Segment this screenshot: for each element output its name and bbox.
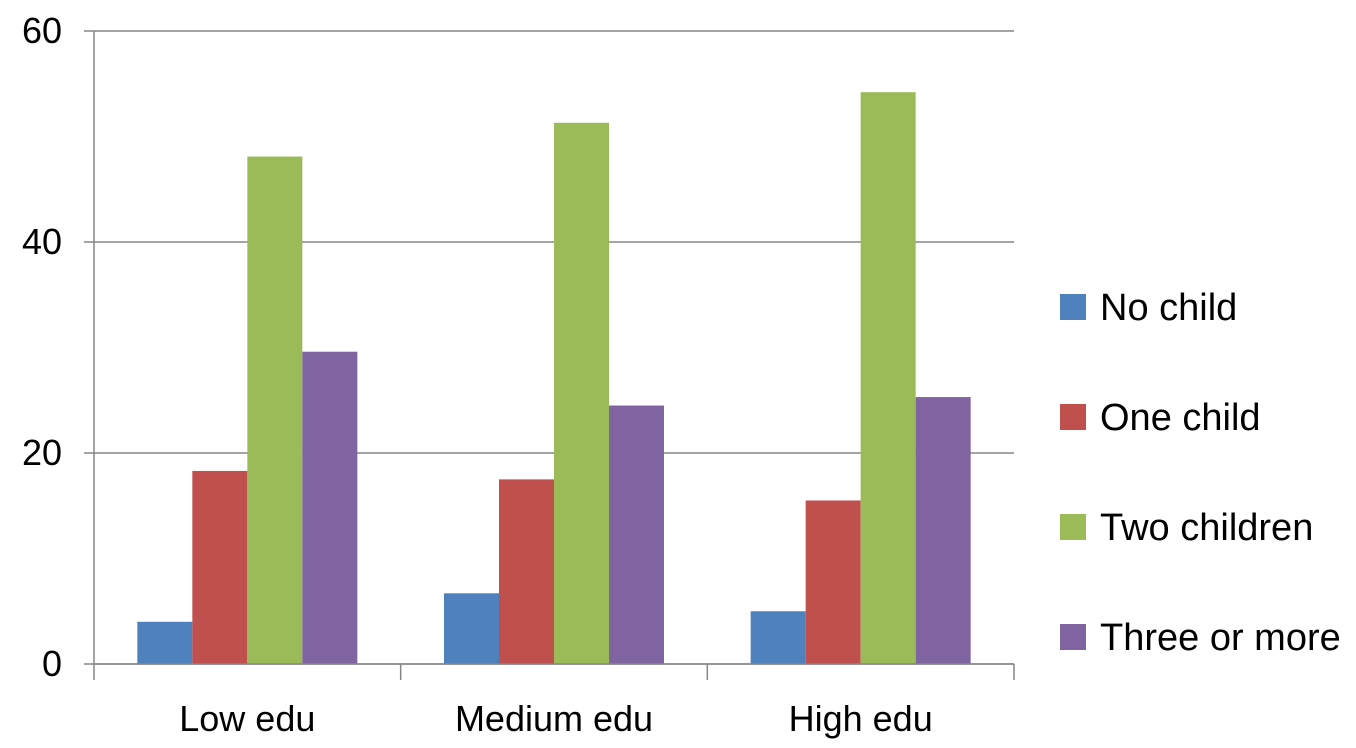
legend-label: Three or more (1100, 617, 1341, 659)
bar (192, 470, 248, 664)
y-tick-label: 40 (22, 221, 62, 262)
y-tick-label: 0 (42, 643, 62, 684)
y-axis-tick-labels: 0 20 40 60 (22, 10, 62, 684)
legend-item: Two children (1060, 500, 1356, 610)
legend-label: One child (1100, 397, 1261, 439)
x-axis (84, 30, 1015, 680)
legend-label: Two children (1100, 507, 1314, 549)
bar (137, 621, 193, 664)
bar (554, 122, 609, 664)
bar (750, 611, 806, 664)
x-category-label: High edu (789, 698, 933, 739)
bar (247, 156, 303, 665)
bar (302, 351, 358, 664)
legend-item: One child (1060, 390, 1356, 500)
bar (860, 92, 916, 664)
legend: No child One child Two children Three or mo… (1060, 280, 1356, 720)
legend-swatch (1060, 514, 1086, 540)
legend-swatch (1060, 404, 1086, 430)
legend-swatch (1060, 294, 1086, 320)
bar (805, 500, 861, 664)
legend-item: No child (1060, 280, 1356, 390)
bar (444, 593, 499, 664)
x-axis-category-labels: Low edu Medium edu High edu (179, 698, 932, 739)
x-category-label: Low edu (179, 698, 315, 739)
legend-item: Three or more (1060, 610, 1356, 720)
x-category-label: Medium edu (455, 698, 653, 739)
legend-swatch (1060, 624, 1086, 650)
legend-label: No child (1100, 287, 1238, 329)
bar (915, 397, 971, 664)
y-tick-label: 20 (22, 432, 62, 473)
bars (137, 92, 971, 665)
y-tick-label: 60 (22, 10, 62, 51)
bar (499, 479, 554, 664)
bar (609, 405, 664, 664)
